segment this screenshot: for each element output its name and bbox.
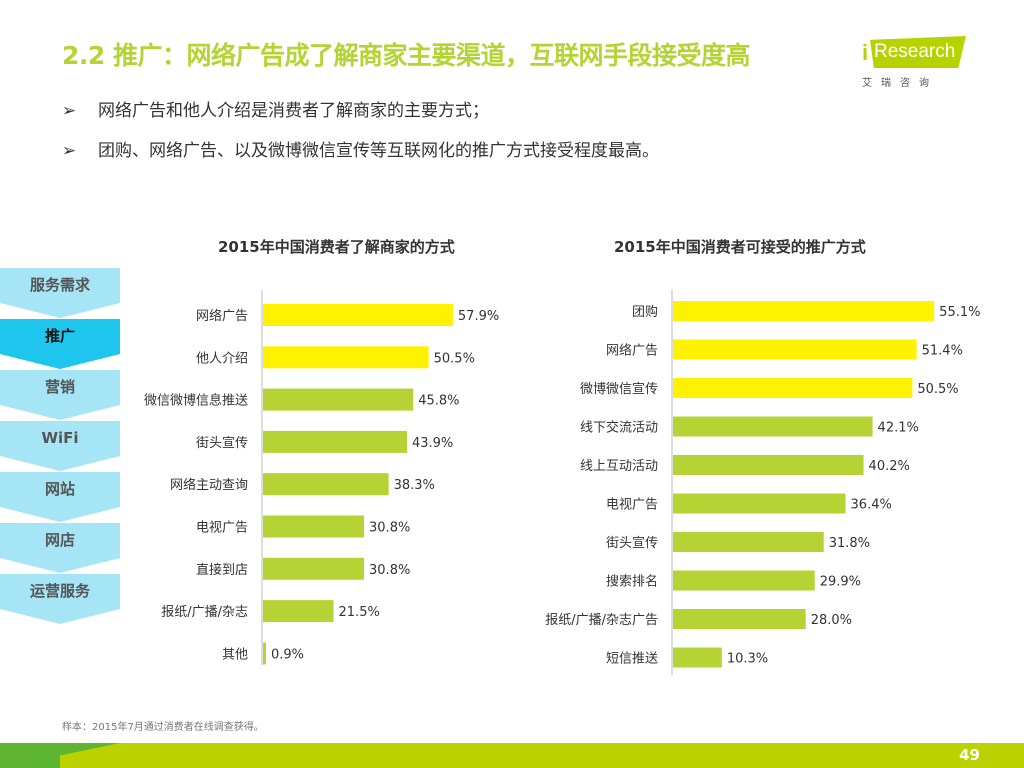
category-label: 网络广告 [196,308,248,324]
bar [673,647,722,668]
nav-item[interactable]: 运营服务 [0,574,120,624]
chart-right: 团购 55.1% 网络广告 51.4% 微博微信宣传 50.5% 线下交流活动 42.1% 线上… [545,290,980,675]
bar [263,557,365,580]
data-label: 45.8% [418,394,459,409]
data-label: 30.8% [369,563,410,578]
category-label: 其他 [222,647,248,662]
nav-item[interactable]: 营销 [0,370,120,420]
data-label: 40.2% [869,459,910,474]
bar [673,493,846,514]
category-label: 报纸/广播/杂志广告 [545,613,658,628]
bullet-1: ➢ 网络广告和他人介绍是消费者了解商家的主要方式； [62,96,489,121]
category-label: 电视广告 [196,521,248,536]
bar [673,609,806,629]
category-label: 报纸/广播/杂志 [161,605,248,620]
chart-left: 网络广告 57.9% 他人介绍 50.5% 微信微博信息推送 45.8% 街头宣传 43.9%… [144,290,499,665]
bullet-text: 网络广告和他人介绍是消费者了解商家的主要方式； [98,101,489,121]
data-label: 31.8% [829,536,870,551]
nav-item[interactable]: 推广 [0,319,120,369]
arrow-bullet-icon: ➢ [62,101,77,121]
bar [673,378,913,398]
bar [263,346,429,369]
data-label: 50.5% [917,382,958,397]
bar [263,600,334,623]
category-label: 微博微信宣传 [580,381,658,397]
slide-title: 2.2 推广：网络广告成了解商家主要渠道，互联网手段接受度高 [62,41,751,70]
category-label: 线上互动活动 [580,459,658,474]
data-label: 36.4% [851,498,892,513]
bullet-text: 团购、网络广告、以及微博微信宣传等互联网化的推广方式接受程度最高。 [98,141,659,161]
category-label: 网络广告 [606,343,658,359]
chart-title-right: 2015年中国消费者可接受的推广方式 [614,238,866,256]
bar [263,473,389,496]
data-label: 55.1% [939,305,980,320]
bar [673,455,864,475]
category-label: 微信微博信息推送 [144,393,248,409]
data-label: 0.9% [271,647,304,662]
bar [673,532,824,552]
bar [673,416,873,437]
data-label: 50.5% [434,351,475,366]
category-label: 街头宣传 [606,535,658,551]
data-label: 57.9% [458,309,499,324]
data-label: 43.9% [412,436,453,451]
bar [673,570,815,591]
bar [263,515,365,538]
category-label: 直接到店 [196,562,248,578]
category-label: 电视广告 [606,498,658,513]
data-label: 28.0% [811,613,852,628]
bullet-2: ➢ 团购、网络广告、以及微博微信宣传等互联网化的推广方式接受程度最高。 [62,136,659,161]
nav-item[interactable]: WiFi [0,421,120,471]
category-label: 线下交流活动 [580,420,658,436]
bar [263,388,414,411]
data-label: 29.9% [820,575,861,590]
bar [263,642,266,665]
bar [263,304,453,326]
nav-item[interactable]: 网站 [0,472,120,522]
arrow-bullet-icon: ➢ [62,141,77,161]
nav-item[interactable]: 网店 [0,523,120,573]
page-number: 49 [959,746,980,764]
category-label: 短信推送 [606,652,658,667]
category-label: 搜索排名 [606,574,658,590]
data-label: 42.1% [878,421,919,436]
category-label: 团购 [632,304,658,320]
category-label: 网络主动查询 [170,477,248,493]
iresearch-logo: i Research 艾瑞咨询 [862,36,968,92]
nav-item[interactable]: 服务需求 [0,268,120,318]
data-label: 51.4% [922,344,963,359]
data-label: 38.3% [394,478,435,493]
bar [673,301,935,321]
category-label: 他人介绍 [196,351,248,366]
bar [263,430,407,453]
category-label: 街头宣传 [196,435,248,451]
chart-title-left: 2015年中国消费者了解商家的方式 [218,238,455,256]
data-label: 10.3% [727,652,768,667]
footer-bar: 49 [0,743,1024,768]
data-label: 21.5% [339,605,380,620]
data-label: 30.8% [369,521,410,536]
source-note: 样本：2015年7月通过消费者在线调查获得。 [62,722,264,733]
bar [673,339,917,360]
